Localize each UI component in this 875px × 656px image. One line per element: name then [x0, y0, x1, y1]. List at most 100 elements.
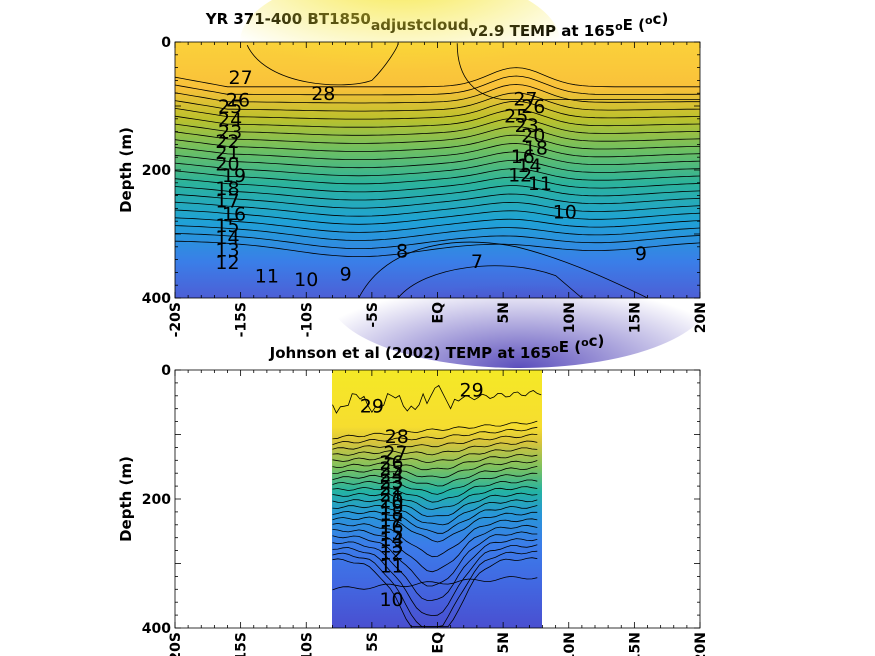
y-axis-label-observations: Depth (m): [117, 456, 135, 542]
contour-label: 23: [515, 115, 539, 137]
contour-label: 23: [379, 471, 403, 493]
isotherm-7-line: [397, 265, 583, 299]
contour-lines-model: [174, 43, 701, 299]
contour-label: 12: [379, 543, 403, 565]
contour-label: 13: [215, 239, 239, 261]
contour-label: 29: [360, 395, 384, 417]
isotherm-line: [332, 472, 538, 495]
contour-label: 25: [504, 106, 528, 128]
contour-label: 17: [379, 510, 403, 532]
x-tick-label: EQ: [431, 632, 447, 654]
isotherm-line: [332, 426, 538, 445]
contour-label: 18: [524, 138, 548, 160]
contour-label: 16: [379, 516, 403, 538]
temperature-field-observations: [332, 370, 542, 628]
isotherm-8-line: [358, 241, 648, 299]
contour-label: 13: [379, 535, 403, 557]
isotherm-line: [174, 201, 701, 217]
isotherm-line: [174, 225, 701, 241]
contour-label: 26: [226, 90, 250, 112]
isotherm-line: [332, 557, 538, 628]
x-tick-label: 15S: [234, 632, 250, 656]
y-tick-label: 200: [142, 492, 171, 508]
x-tick-label: -10S: [299, 302, 315, 337]
x-tick-label: 10S: [299, 632, 315, 656]
isotherm-line: [332, 460, 538, 479]
x-tick-label: 5S: [365, 632, 381, 652]
contour-label: 16: [511, 146, 535, 168]
contour-label: 10: [379, 589, 403, 611]
contour-label: 24: [218, 109, 242, 131]
x-tick-label: 15N: [627, 302, 643, 333]
contour-label: 28: [311, 83, 335, 105]
contour-label: 9: [340, 264, 352, 286]
isotherm-line: [174, 75, 701, 96]
y-tick-label: 400: [142, 621, 171, 637]
isotherm-29-line: [332, 384, 542, 414]
contour-label: 14: [215, 227, 239, 249]
isotherm-line: [332, 499, 538, 526]
contour-label: 15: [379, 523, 403, 545]
isotherm-line: [174, 176, 701, 193]
isotherm-line: [332, 454, 538, 471]
isotherm-line: [174, 240, 701, 257]
contour-label: 20: [521, 125, 545, 147]
contour-label: 22: [379, 477, 403, 499]
contour-label: 23: [218, 122, 242, 144]
isotherm-line: [174, 168, 701, 185]
isotherm-line: [332, 544, 538, 617]
x-tick-label: 20S: [168, 632, 184, 656]
axis-ticks-observations: 20S 15S 10S 5S EQ 5N 10N 15N 20N 0 200 400: [142, 363, 709, 656]
contour-label: 16: [222, 204, 246, 226]
isotherm-line: [332, 518, 538, 558]
isotherm-line: [332, 466, 538, 487]
contour-label: 27: [383, 443, 407, 465]
panel-model: YR 371-400 BT1850adjustcloudv2.9 TEMP at…: [117, 0, 710, 368]
isotherm-line: [332, 420, 538, 440]
isotherm-line: [332, 505, 538, 534]
y-tick-label: 400: [142, 291, 171, 307]
contour-label: 11: [255, 266, 279, 288]
isotherm-line: [174, 109, 701, 128]
contour-label: 26: [521, 96, 545, 118]
contour-label: 10: [294, 269, 318, 291]
isotherm-line: [174, 117, 701, 136]
contour-label: 8: [396, 241, 408, 263]
x-tick-label: 10N: [562, 632, 578, 656]
x-tick-label: -5S: [365, 302, 381, 328]
x-tick-label: -20S: [168, 302, 184, 337]
contour-label: 12: [215, 252, 239, 274]
isotherm-line: [332, 486, 538, 510]
x-tick-label: EQ: [431, 302, 447, 324]
contour-label: 18: [215, 178, 239, 200]
contour-label: 27: [513, 88, 537, 110]
isotherm-line: [174, 217, 701, 233]
contour-label: 11: [379, 555, 403, 577]
x-tick-label: -15S: [234, 302, 250, 337]
isotherm-line: [332, 538, 538, 601]
x-tick-label: 20N: [693, 302, 709, 333]
isotherm-line: [332, 447, 538, 464]
isotherm-line: [174, 84, 700, 104]
isotherm-line: [332, 492, 538, 517]
isotherm-line: [332, 479, 538, 503]
contour-label: 11: [528, 173, 552, 195]
contour-label: 20: [379, 490, 403, 512]
contour-label: 20: [215, 154, 239, 176]
contour-lines-observations: [332, 384, 542, 628]
isotherm-28-line: [456, 43, 700, 100]
contour-label: 29: [460, 379, 484, 401]
contour-label: 27: [229, 67, 253, 89]
isotherm-line: [174, 143, 701, 160]
x-tick-label: 20N: [693, 632, 709, 656]
x-tick-label: 10N: [562, 302, 578, 333]
isotherm-line: [332, 531, 538, 587]
contour-label: 14: [379, 529, 403, 551]
contour-label: 14: [517, 155, 541, 177]
isotherm-line: [174, 134, 701, 152]
isotherm-line: [332, 524, 538, 573]
y-tick-label: 0: [161, 35, 171, 51]
contour-label: 21: [379, 484, 403, 506]
